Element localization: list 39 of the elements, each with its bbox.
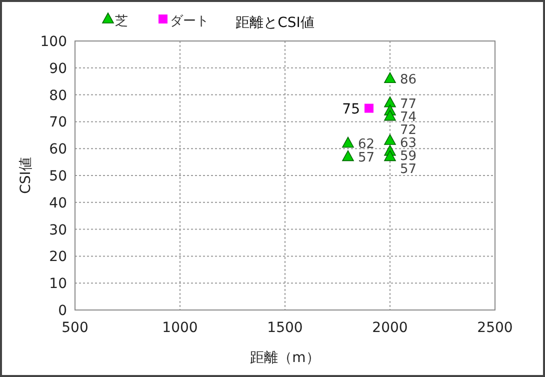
point	[342, 150, 354, 162]
y-tick-label: 50	[49, 168, 67, 184]
y-tick-label: 0	[58, 303, 67, 319]
point	[384, 96, 396, 108]
y-tick-label: 10	[49, 276, 67, 292]
y-tick-label: 20	[49, 249, 67, 266]
point	[364, 104, 374, 113]
legend-label: 芝	[115, 14, 128, 29]
data-label: 77	[400, 96, 417, 112]
x-tick-label: 1500	[267, 320, 303, 336]
data-label: 62	[358, 137, 375, 152]
chart-title: 距離とCSI値	[236, 15, 314, 31]
point	[342, 136, 354, 148]
x-axis-title: 距離（m）	[250, 350, 320, 366]
data-label: 72	[400, 122, 417, 138]
y-tick-label: 80	[49, 88, 67, 104]
point	[384, 134, 396, 145]
y-tick-label: 90	[49, 60, 67, 77]
x-tick-label: 2000	[372, 320, 408, 336]
y-tick-label: 70	[49, 114, 67, 131]
data-label: 74	[400, 110, 417, 125]
x-tick-label: 2500	[477, 320, 513, 336]
y-tick-label: 30	[49, 222, 67, 238]
point	[384, 150, 396, 162]
data-label: 57	[400, 162, 417, 177]
y-tick-label: 40	[49, 195, 67, 212]
point	[384, 110, 396, 121]
x-tick-label: 500	[62, 320, 88, 336]
data-label: 63	[400, 136, 417, 151]
data-label: 57	[358, 150, 375, 166]
y-tick-label: 100	[40, 34, 67, 50]
y-axis-title: CSI値	[18, 157, 34, 194]
data-label: 86	[400, 72, 417, 88]
legend-label: ダート	[170, 14, 209, 29]
y-tick-label: 60	[49, 142, 67, 158]
data-label: 75	[342, 101, 360, 118]
x-tick-label: 1000	[162, 320, 198, 336]
point	[384, 72, 396, 84]
data-label: 59	[400, 148, 417, 164]
